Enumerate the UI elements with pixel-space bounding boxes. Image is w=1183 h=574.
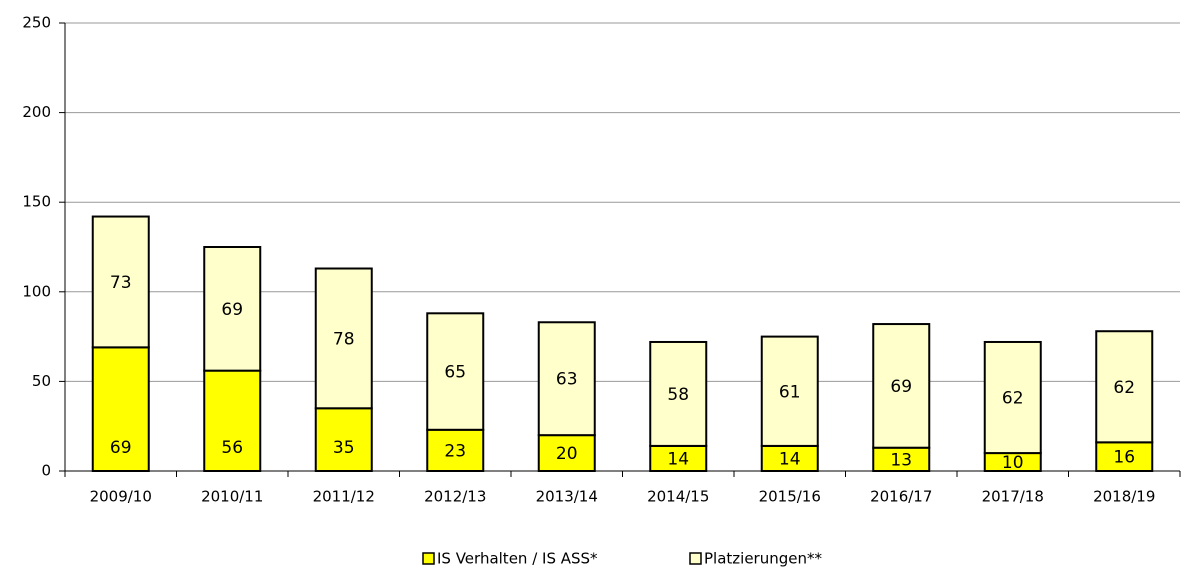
bar-segment <box>426 312 485 431</box>
data-label: 63 <box>556 370 578 390</box>
data-label: 69 <box>890 377 912 397</box>
legend-label: Platzierungen** <box>704 550 822 568</box>
data-label: 16 <box>1113 448 1135 468</box>
x-tick-label: 2010/11 <box>201 488 263 506</box>
data-label: 14 <box>667 449 689 469</box>
x-tick-label: 2013/14 <box>536 488 598 506</box>
bar-segment <box>760 444 819 472</box>
data-label: 73 <box>110 273 132 293</box>
data-label: 10 <box>1002 453 1024 473</box>
x-tick-label: 2012/13 <box>424 488 486 506</box>
data-label: 78 <box>333 329 355 349</box>
data-label: 14 <box>779 449 801 469</box>
data-label: 13 <box>890 450 912 470</box>
x-tick-label: 2018/19 <box>1093 488 1155 506</box>
x-tick-label: 2009/10 <box>90 488 152 506</box>
data-label: 35 <box>333 438 355 458</box>
data-label: 65 <box>444 363 466 383</box>
x-tick-label: 2014/15 <box>647 488 709 506</box>
bar-segment <box>426 428 485 472</box>
y-tick-label: 100 <box>22 282 51 300</box>
bar-segment <box>203 246 262 372</box>
data-label: 62 <box>1113 378 1135 398</box>
data-label: 56 <box>221 438 243 458</box>
data-label: 69 <box>221 300 243 320</box>
bar-segment <box>314 267 373 410</box>
data-label: 58 <box>667 385 689 405</box>
x-tick-label: 2016/17 <box>870 488 932 506</box>
bar-segment <box>537 321 596 437</box>
legend-swatch <box>689 552 702 565</box>
data-label: 61 <box>779 382 801 402</box>
y-tick-label: 250 <box>22 14 51 32</box>
x-tick-label: 2017/18 <box>982 488 1044 506</box>
data-label: 23 <box>444 441 466 461</box>
bar-segment <box>1095 330 1154 444</box>
bar-segment <box>649 340 708 447</box>
bar-segment <box>537 434 596 473</box>
data-label: 20 <box>556 444 578 464</box>
bar-segment <box>760 335 819 447</box>
x-tick-label: 2011/12 <box>313 488 375 506</box>
legend-label: IS Verhalten / IS ASS* <box>437 550 598 568</box>
y-tick-label: 50 <box>32 372 51 390</box>
bar-segment <box>872 323 931 449</box>
y-tick-label: 0 <box>41 462 51 480</box>
data-label: 69 <box>110 438 132 458</box>
x-tick-label: 2015/16 <box>759 488 821 506</box>
data-label: 62 <box>1002 389 1024 409</box>
legend-swatch <box>422 552 435 565</box>
bar-segment <box>91 215 150 349</box>
bar-segment <box>983 340 1042 455</box>
y-tick-label: 150 <box>22 193 51 211</box>
y-tick-label: 200 <box>22 103 51 121</box>
bar-segment <box>91 346 150 472</box>
